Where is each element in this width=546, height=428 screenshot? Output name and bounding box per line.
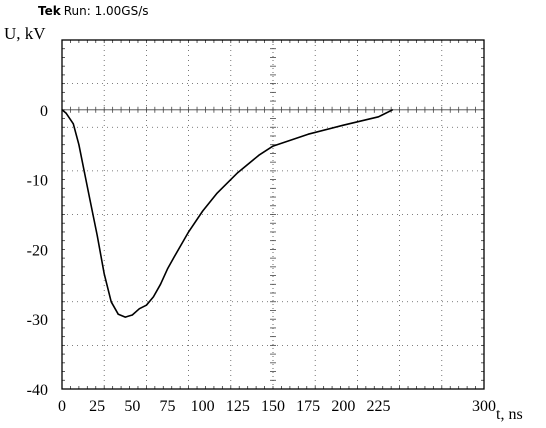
waveform-point bbox=[138, 308, 140, 310]
waveform-point bbox=[166, 268, 169, 270]
x-tick-label: 175 bbox=[296, 398, 320, 415]
waveform-point bbox=[152, 296, 155, 298]
waveform-point bbox=[103, 273, 105, 275]
waveform-point bbox=[61, 109, 63, 111]
waveform-point bbox=[78, 144, 80, 146]
y-tick-label: -10 bbox=[27, 173, 48, 190]
y-axis-label: U, kV bbox=[4, 24, 46, 43]
waveform-point bbox=[237, 172, 239, 174]
x-axis-label: t, ns bbox=[496, 406, 523, 423]
axes: 0 25 50 75 100 125 150 175 200 225 300 0 -10 -20 -30 -4… bbox=[27, 103, 496, 415]
waveform-line bbox=[61, 109, 393, 318]
y-tick-label: 0 bbox=[40, 103, 48, 120]
waveform-point bbox=[65, 112, 67, 114]
brand-label: Tek bbox=[38, 4, 61, 18]
grid bbox=[61, 39, 485, 390]
y-tick-label: -30 bbox=[27, 312, 48, 329]
x-tick-label: 100 bbox=[191, 398, 215, 415]
plot-border bbox=[61, 39, 485, 390]
waveform-point bbox=[307, 133, 309, 135]
run-status: Run: 1.00GS/s bbox=[63, 4, 149, 18]
waveform-point bbox=[342, 124, 344, 126]
waveform-point bbox=[96, 234, 98, 237]
waveform-point bbox=[159, 283, 162, 285]
y-tick-label: -20 bbox=[27, 242, 48, 259]
waveform-point bbox=[117, 313, 119, 315]
waveform-point bbox=[272, 145, 274, 147]
waveform-point bbox=[202, 210, 204, 212]
x-tick-label: 75 bbox=[160, 398, 176, 415]
x-tick-label: 25 bbox=[89, 398, 105, 415]
y-tick-label: -40 bbox=[27, 382, 48, 399]
waveform-point bbox=[124, 316, 126, 318]
waveform-point bbox=[188, 231, 190, 233]
series-layer bbox=[61, 109, 394, 318]
x-tick-label: 225 bbox=[367, 398, 391, 415]
waveform-point bbox=[145, 304, 147, 306]
x-tick-label: 200 bbox=[331, 398, 355, 415]
waveform-point bbox=[110, 301, 112, 303]
x-tick-label: 50 bbox=[124, 398, 140, 415]
waveform-point bbox=[377, 116, 380, 118]
x-tick-label: 300 bbox=[472, 398, 496, 415]
x-tick-label: 125 bbox=[226, 398, 250, 415]
waveform-point bbox=[258, 154, 260, 156]
waveform-point bbox=[131, 314, 133, 316]
waveform-point bbox=[173, 255, 176, 257]
waveform-point bbox=[72, 123, 74, 125]
scope-header: Tek Run: 1.00GS/s bbox=[38, 4, 149, 18]
waveform-point bbox=[83, 172, 86, 174]
waveform-point bbox=[391, 109, 394, 111]
x-tick-label: 0 bbox=[58, 398, 66, 415]
x-tick-label: 150 bbox=[261, 398, 285, 415]
waveform-point bbox=[216, 192, 218, 195]
plot-frame bbox=[61, 39, 485, 390]
waveform-point bbox=[89, 199, 91, 202]
